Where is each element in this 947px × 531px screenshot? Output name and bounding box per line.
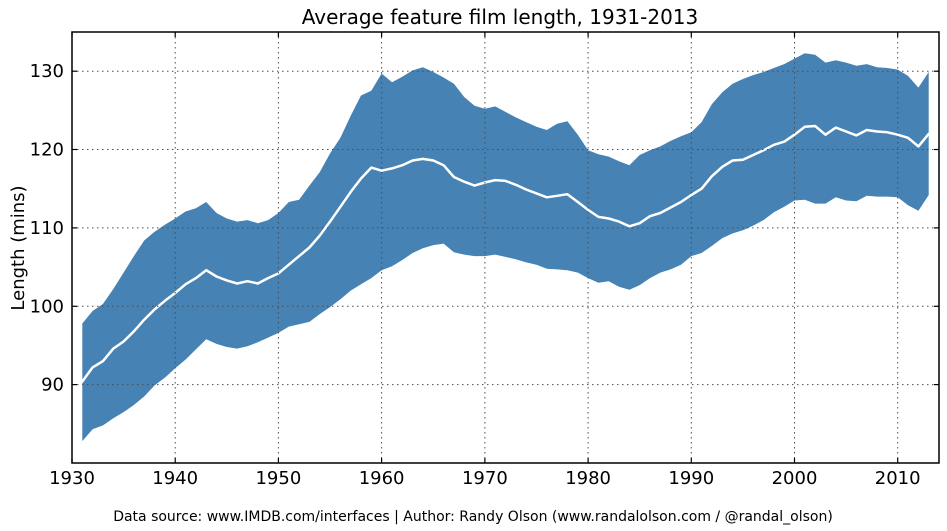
std-dev-band-layer <box>82 53 929 442</box>
y-tick-label: 110 <box>30 218 64 239</box>
chart-title: Average feature film length, 1931-2013 <box>302 5 699 29</box>
y-tick-label: 120 <box>30 140 64 161</box>
y-tick-label: 100 <box>30 296 64 317</box>
x-tick-label: 2010 <box>875 468 921 489</box>
x-tick-label: 1990 <box>668 468 714 489</box>
mean-line <box>81 124 930 383</box>
footer-credit: Data source: www.IMDB.com/interfaces | A… <box>113 509 833 525</box>
x-tick-label: 1970 <box>462 468 508 489</box>
y-tick-label: 90 <box>41 375 64 396</box>
x-tick-label: 1960 <box>359 468 405 489</box>
plot-border <box>71 31 940 464</box>
std-dev-band <box>82 53 929 442</box>
x-tick-label: 2000 <box>772 468 818 489</box>
gridlines <box>72 32 939 463</box>
mean-line-layer <box>81 124 930 383</box>
y-axis-label: Length (mins) <box>8 185 29 310</box>
x-tick-label: 1940 <box>152 468 198 489</box>
y-tick-label: 130 <box>30 61 64 82</box>
x-tick-label: 1930 <box>49 468 95 489</box>
y-axis-tick-labels: 90 100 110 120 130 <box>30 61 64 395</box>
x-axis-tick-labels: 1930 1940 1950 1960 1970 1980 1990 2000 2010 <box>49 468 921 489</box>
axis-ticks <box>71 32 939 463</box>
x-tick-label: 1950 <box>255 468 301 489</box>
x-tick-label: 1980 <box>565 468 611 489</box>
